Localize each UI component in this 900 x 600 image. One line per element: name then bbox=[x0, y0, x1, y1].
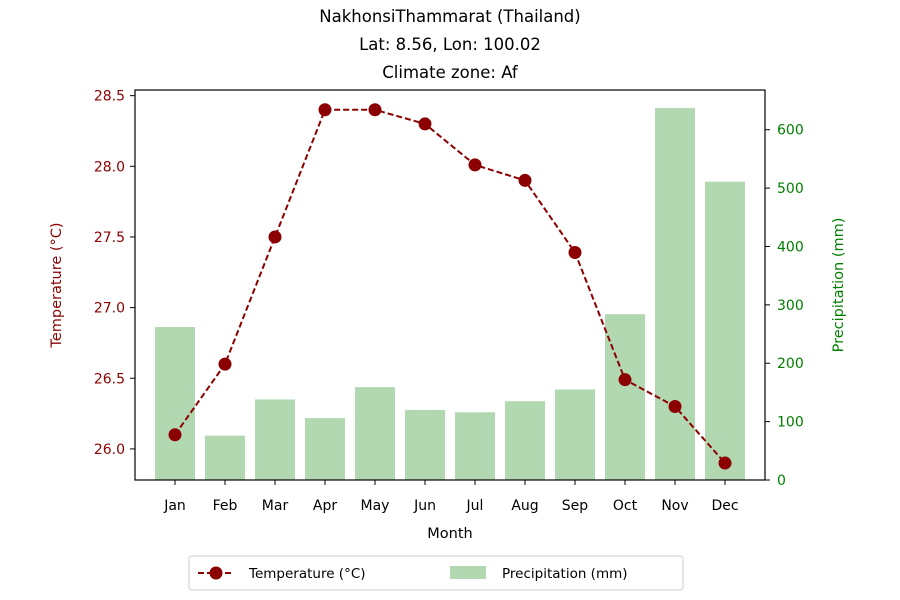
temperature-series bbox=[168, 103, 732, 470]
right-tick-label-600: 600 bbox=[777, 123, 804, 139]
left-tick-label-28.0: 28.0 bbox=[94, 159, 125, 175]
legend-precipitation-label: Precipitation (mm) bbox=[502, 566, 628, 582]
temperature-point-dec bbox=[718, 456, 732, 470]
x-tick-label-jun: Jun bbox=[413, 498, 436, 514]
left-tick-label-26.5: 26.5 bbox=[94, 371, 125, 387]
temperature-point-sep bbox=[568, 246, 582, 259]
precipitation-bar-mar bbox=[255, 399, 295, 480]
x-tick-label-jul: Jul bbox=[466, 498, 484, 514]
right-tick-label-400: 400 bbox=[777, 239, 804, 255]
left-axis-label: Temperature (°C) bbox=[49, 222, 65, 348]
precipitation-bar-dec bbox=[705, 181, 745, 480]
x-tick-label-oct: Oct bbox=[613, 498, 638, 514]
x-tick-label-may: May bbox=[361, 498, 390, 514]
right-axis-label: Precipitation (mm) bbox=[831, 218, 847, 353]
x-tick-label-nov: Nov bbox=[661, 498, 688, 514]
legend: Temperature (°C) Precipitation (mm) bbox=[188, 555, 684, 591]
x-tick-label-jan: Jan bbox=[163, 498, 186, 514]
temperature-point-feb bbox=[218, 357, 232, 371]
precipitation-bar-apr bbox=[305, 418, 345, 480]
chart-title: NakhonsiThammarat (Thailand) Lat: 8.56, … bbox=[319, 7, 580, 82]
temperature-point-aug bbox=[518, 173, 532, 187]
right-tick-label-200: 200 bbox=[777, 356, 804, 372]
title-line-2: Lat: 8.56, Lon: 100.02 bbox=[359, 35, 541, 54]
x-axis-ticks: Jan Feb Mar Apr May Jun Jul Aug Sep Oct Nov Dec bbox=[163, 480, 739, 514]
left-tick-label-27.0: 27.0 bbox=[94, 301, 125, 317]
temperature-line bbox=[174, 108, 726, 464]
temperature-point-apr bbox=[318, 103, 332, 117]
precipitation-bars bbox=[155, 108, 745, 480]
legend-box bbox=[188, 555, 684, 591]
precipitation-bar-feb bbox=[205, 435, 245, 480]
right-tick-label-500: 500 bbox=[777, 181, 804, 197]
x-tick-label-dec: Dec bbox=[711, 498, 738, 514]
legend-temperature-label: Temperature (°C) bbox=[248, 566, 366, 582]
temperature-point-jul bbox=[468, 158, 482, 172]
precipitation-bar-oct bbox=[605, 314, 645, 480]
precipitation-bar-jul bbox=[455, 412, 495, 480]
x-tick-label-aug: Aug bbox=[511, 498, 538, 514]
precipitation-bar-sep bbox=[555, 389, 595, 480]
x-tick-label-feb: Feb bbox=[213, 498, 238, 514]
right-tick-label-300: 300 bbox=[777, 298, 804, 314]
right-tick-label-100: 100 bbox=[777, 415, 804, 431]
left-tick-label-26.0: 26.0 bbox=[94, 442, 125, 458]
right-axis-ticks: 0 100 200 300 400 500 600 bbox=[765, 123, 804, 489]
temperature-point-oct bbox=[618, 373, 632, 387]
left-axis-ticks: 26.0 26.5 27.0 27.5 28.0 28.5 bbox=[94, 89, 135, 458]
x-tick-label-sep: Sep bbox=[562, 498, 589, 514]
temperature-point-nov bbox=[668, 400, 682, 414]
temperature-point-jun bbox=[418, 117, 432, 131]
temperature-point-may bbox=[368, 103, 382, 117]
precipitation-bar-nov bbox=[655, 108, 695, 480]
temperature-point-jan bbox=[168, 428, 182, 442]
plot-frame bbox=[134, 89, 766, 481]
left-tick-label-28.5: 28.5 bbox=[94, 89, 125, 105]
left-tick-label-27.5: 27.5 bbox=[94, 230, 125, 246]
precipitation-bar-aug bbox=[505, 401, 545, 480]
temperature-point-mar bbox=[268, 230, 282, 244]
x-axis-label: Month bbox=[427, 526, 472, 542]
right-tick-label-0: 0 bbox=[777, 473, 786, 489]
precipitation-bar-jan bbox=[155, 327, 195, 480]
legend-precipitation-swatch bbox=[450, 566, 486, 579]
x-tick-label-mar: Mar bbox=[262, 498, 289, 514]
title-line-1: NakhonsiThammarat (Thailand) bbox=[319, 7, 580, 26]
x-tick-label-apr: Apr bbox=[313, 498, 337, 514]
legend-temperature-marker bbox=[209, 566, 223, 580]
precipitation-bar-jun bbox=[405, 409, 445, 480]
title-line-3: Climate zone: Af bbox=[382, 63, 519, 82]
precipitation-bar-may bbox=[355, 387, 395, 480]
